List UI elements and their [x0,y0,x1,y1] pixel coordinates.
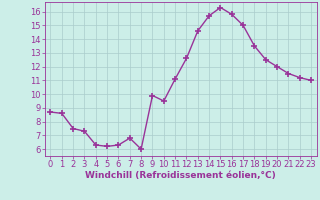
X-axis label: Windchill (Refroidissement éolien,°C): Windchill (Refroidissement éolien,°C) [85,171,276,180]
